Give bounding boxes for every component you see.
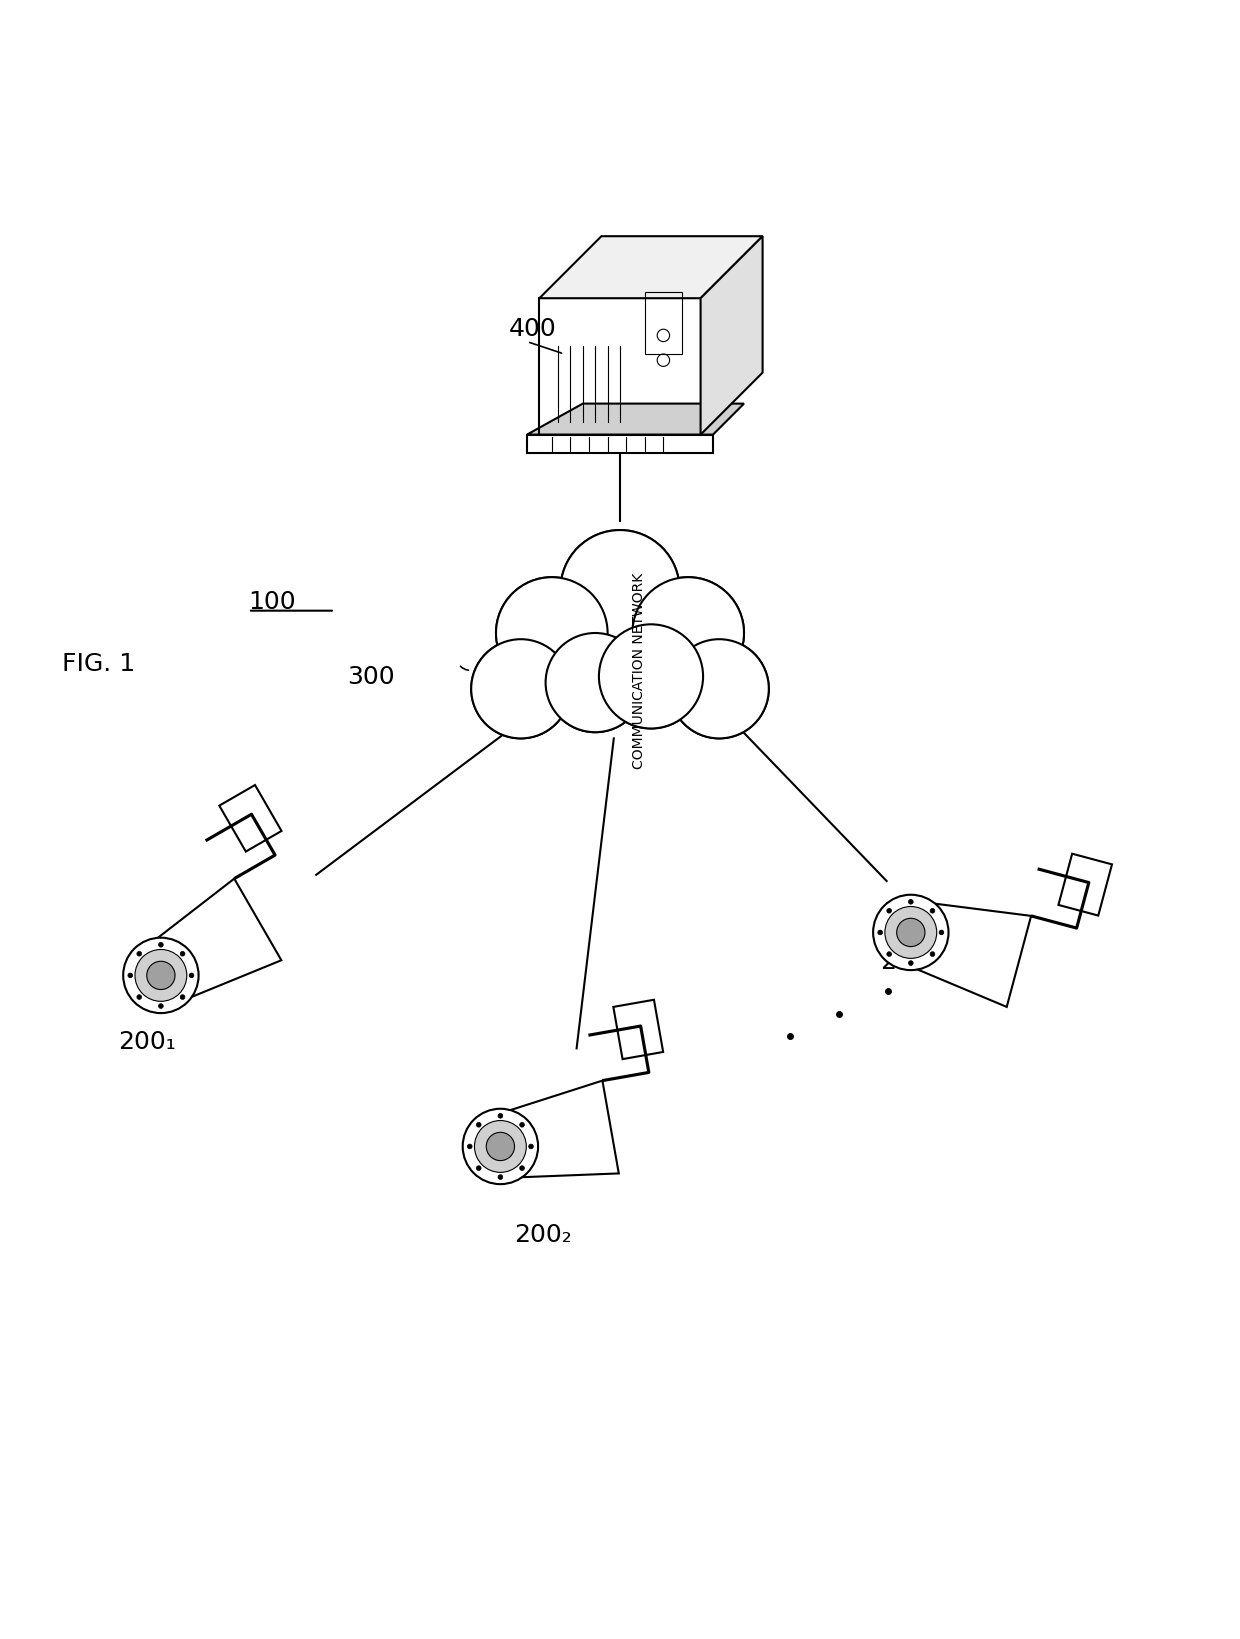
- Text: 200₂: 200₂: [515, 1221, 573, 1246]
- Polygon shape: [219, 785, 281, 852]
- Circle shape: [498, 1115, 502, 1118]
- Text: 100: 100: [248, 590, 295, 615]
- Circle shape: [670, 639, 769, 739]
- Circle shape: [496, 579, 608, 690]
- Circle shape: [909, 960, 913, 965]
- Polygon shape: [539, 238, 763, 298]
- Polygon shape: [614, 1000, 663, 1059]
- Polygon shape: [527, 436, 713, 454]
- Circle shape: [471, 639, 570, 739]
- Circle shape: [123, 938, 198, 1013]
- Circle shape: [560, 531, 680, 649]
- Polygon shape: [131, 879, 281, 1010]
- Circle shape: [632, 579, 744, 690]
- Circle shape: [909, 900, 913, 905]
- Circle shape: [930, 952, 935, 957]
- Circle shape: [885, 906, 936, 959]
- Circle shape: [135, 951, 187, 1001]
- Circle shape: [136, 995, 141, 1000]
- Text: FIG. 1: FIG. 1: [62, 652, 135, 675]
- Text: 300: 300: [347, 664, 394, 688]
- Text: COMMUNICATION NETWORK: COMMUNICATION NETWORK: [631, 572, 646, 769]
- Circle shape: [496, 579, 608, 690]
- Circle shape: [546, 634, 645, 733]
- Circle shape: [476, 1165, 481, 1170]
- Circle shape: [878, 931, 883, 936]
- Circle shape: [528, 1144, 533, 1149]
- Circle shape: [520, 1123, 525, 1128]
- Circle shape: [159, 1005, 164, 1008]
- Circle shape: [599, 624, 703, 729]
- Circle shape: [486, 1133, 515, 1160]
- Circle shape: [873, 895, 949, 970]
- Polygon shape: [887, 900, 1032, 1008]
- Polygon shape: [701, 238, 763, 436]
- Circle shape: [670, 639, 769, 739]
- Circle shape: [467, 1144, 472, 1149]
- Polygon shape: [477, 1082, 619, 1178]
- Circle shape: [520, 1165, 525, 1170]
- Circle shape: [136, 952, 141, 957]
- Polygon shape: [1059, 854, 1112, 916]
- Circle shape: [887, 952, 892, 957]
- Circle shape: [632, 579, 744, 690]
- Circle shape: [180, 952, 185, 957]
- Circle shape: [939, 931, 944, 936]
- Circle shape: [128, 974, 133, 978]
- Circle shape: [897, 919, 925, 947]
- Circle shape: [930, 910, 935, 913]
- Circle shape: [599, 624, 703, 729]
- Text: 400: 400: [508, 318, 557, 341]
- Circle shape: [476, 1123, 481, 1128]
- Circle shape: [180, 995, 185, 1000]
- Polygon shape: [477, 597, 763, 726]
- Circle shape: [190, 974, 193, 978]
- Circle shape: [560, 531, 680, 649]
- Circle shape: [471, 639, 570, 739]
- Circle shape: [475, 1121, 526, 1172]
- Text: 200₁: 200₁: [118, 1029, 176, 1054]
- Circle shape: [546, 634, 645, 733]
- Circle shape: [159, 942, 164, 947]
- Polygon shape: [527, 405, 744, 436]
- Circle shape: [146, 962, 175, 990]
- Circle shape: [887, 910, 892, 913]
- Text: 200N: 200N: [880, 949, 947, 974]
- Circle shape: [498, 1175, 502, 1180]
- Circle shape: [463, 1110, 538, 1185]
